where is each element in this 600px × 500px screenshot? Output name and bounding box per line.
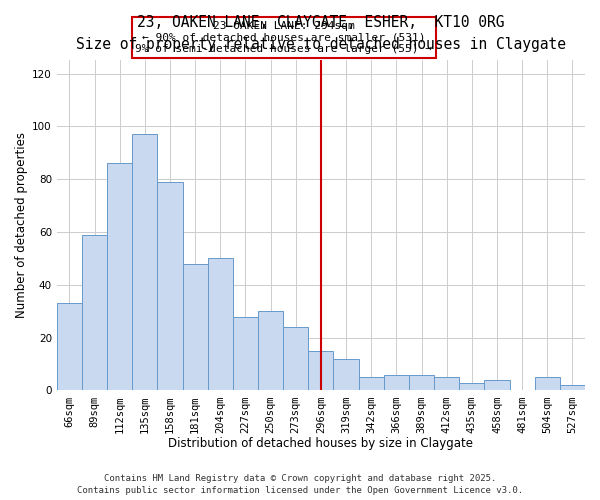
Bar	[233, 316, 258, 390]
Bar	[560, 385, 585, 390]
X-axis label: Distribution of detached houses by size in Claygate: Distribution of detached houses by size …	[169, 437, 473, 450]
Bar	[434, 378, 459, 390]
Bar	[57, 304, 82, 390]
Bar	[484, 380, 509, 390]
Bar	[157, 182, 182, 390]
Bar	[182, 264, 208, 390]
Bar	[132, 134, 157, 390]
Bar	[283, 327, 308, 390]
Text: 23 OAKEN LANE: 294sqm
← 90% of detached houses are smaller (531)
9% of semi-deta: 23 OAKEN LANE: 294sqm ← 90% of detached …	[136, 20, 433, 54]
Bar	[107, 164, 132, 390]
Bar	[334, 359, 359, 390]
Bar	[308, 351, 334, 391]
Bar	[258, 311, 283, 390]
Title: 23, OAKEN LANE, CLAYGATE, ESHER,  KT10 0RG
Size of property relative to detached: 23, OAKEN LANE, CLAYGATE, ESHER, KT10 0R…	[76, 15, 566, 52]
Bar	[208, 258, 233, 390]
Y-axis label: Number of detached properties: Number of detached properties	[15, 132, 28, 318]
Text: Contains HM Land Registry data © Crown copyright and database right 2025.
Contai: Contains HM Land Registry data © Crown c…	[77, 474, 523, 495]
Bar	[384, 374, 409, 390]
Bar	[535, 378, 560, 390]
Bar	[459, 382, 484, 390]
Bar	[409, 374, 434, 390]
Bar	[82, 234, 107, 390]
Bar	[359, 378, 384, 390]
